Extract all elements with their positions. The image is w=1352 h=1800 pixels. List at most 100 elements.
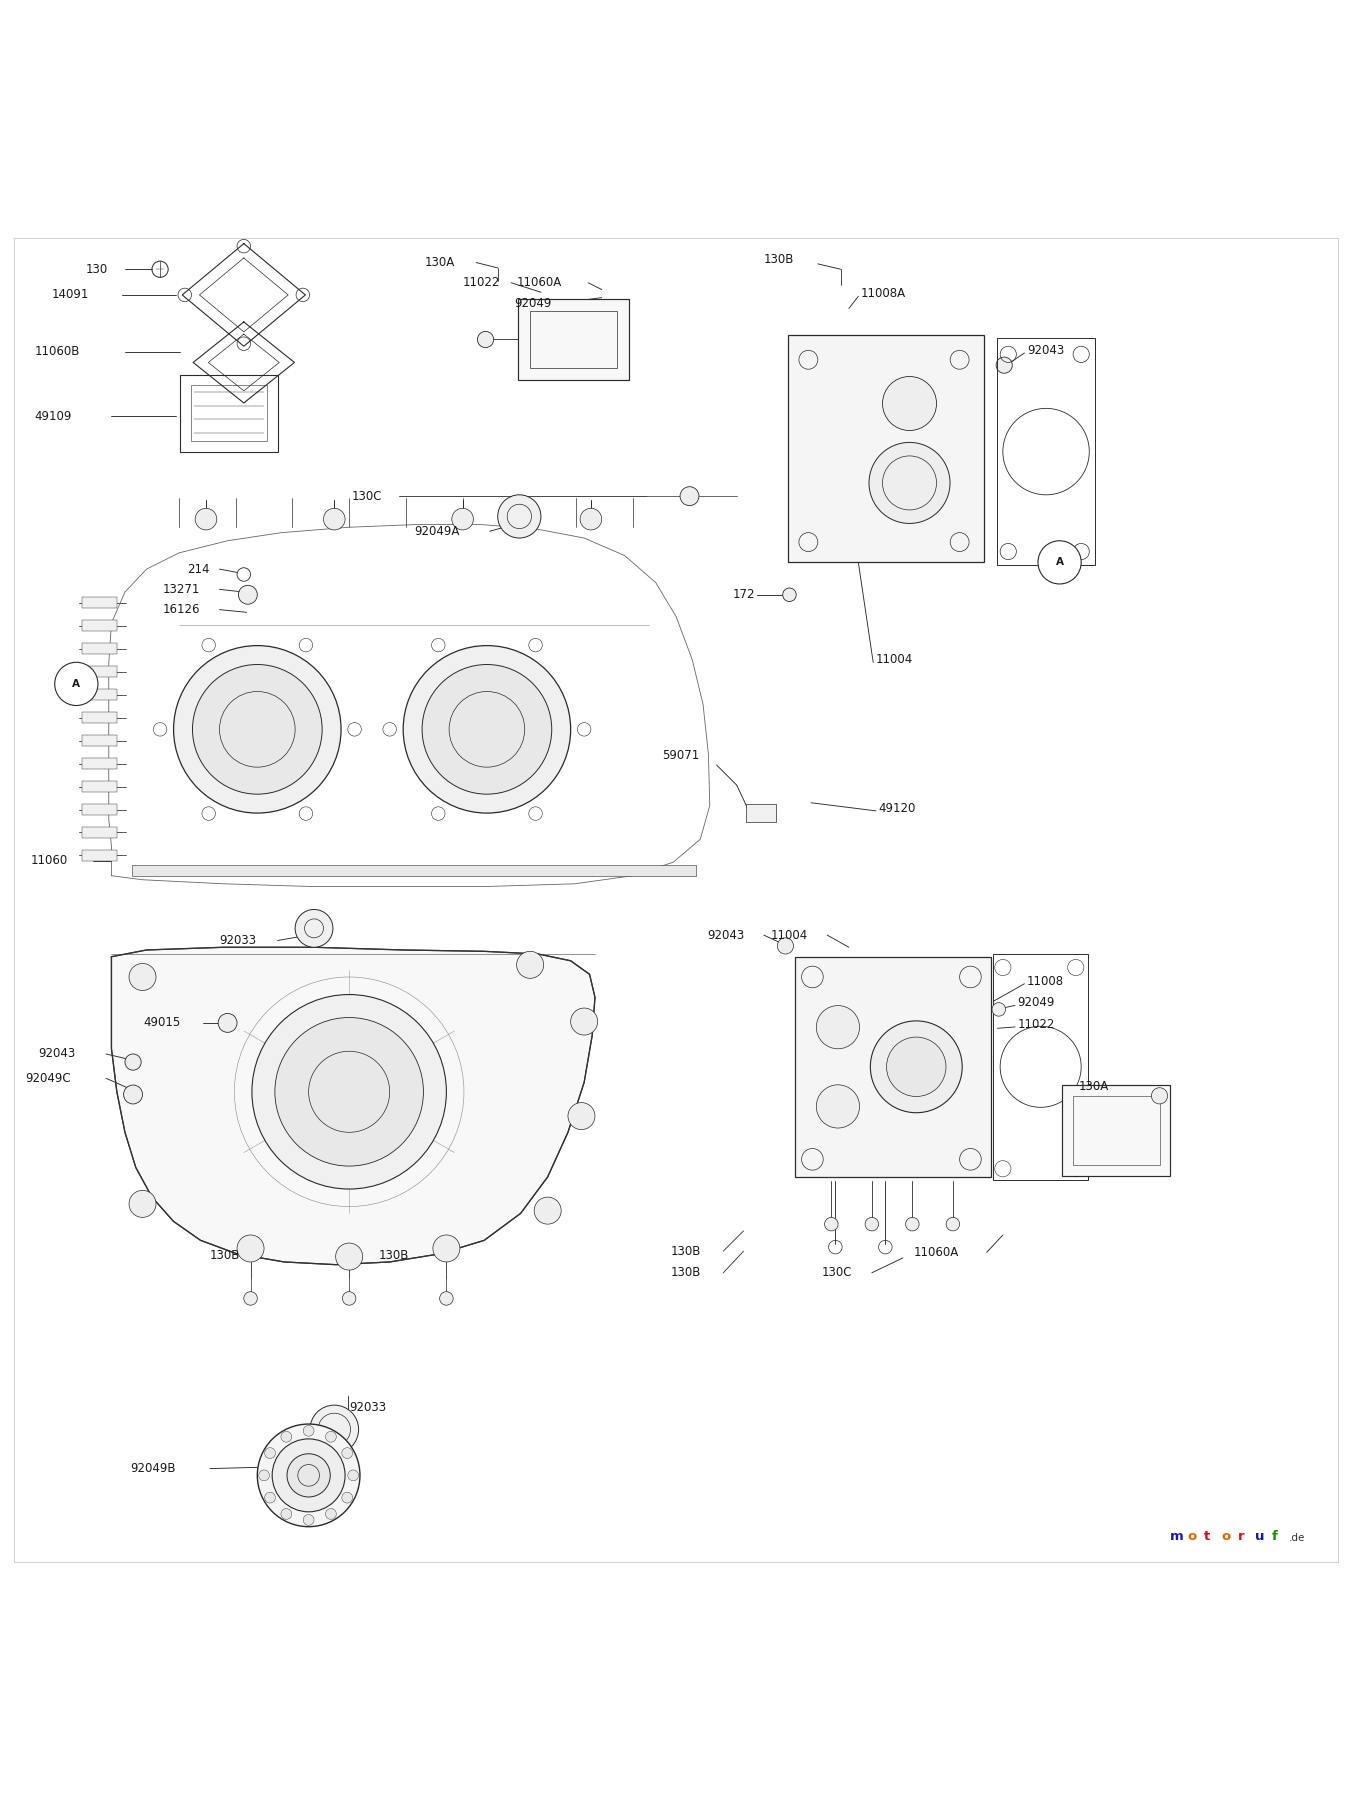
Circle shape: [992, 1003, 1006, 1017]
Circle shape: [128, 1190, 155, 1217]
Circle shape: [516, 952, 544, 979]
Text: A: A: [1056, 558, 1064, 567]
Circle shape: [869, 443, 950, 524]
Circle shape: [326, 1431, 337, 1442]
Text: 11008A: 11008A: [861, 286, 906, 301]
Circle shape: [237, 1235, 264, 1262]
Text: t: t: [1205, 1530, 1210, 1543]
Circle shape: [342, 1447, 353, 1458]
Circle shape: [173, 646, 341, 814]
Circle shape: [871, 1021, 963, 1112]
Circle shape: [883, 376, 937, 430]
Text: 92043: 92043: [1028, 344, 1064, 356]
Circle shape: [237, 567, 250, 581]
Circle shape: [477, 331, 493, 347]
Bar: [191, 385, 266, 441]
Text: o: o: [1187, 1530, 1197, 1543]
Text: 214: 214: [187, 563, 210, 576]
Circle shape: [251, 995, 446, 1190]
Bar: [180, 374, 277, 452]
Circle shape: [123, 1085, 142, 1103]
Circle shape: [347, 1471, 358, 1481]
Text: 92033: 92033: [349, 1402, 387, 1415]
Circle shape: [310, 1406, 358, 1454]
Circle shape: [783, 589, 796, 601]
Circle shape: [906, 1217, 919, 1231]
Circle shape: [1152, 1087, 1168, 1103]
Text: 130A: 130A: [425, 256, 456, 268]
Text: 92049C: 92049C: [24, 1071, 70, 1085]
Text: 130C: 130C: [352, 490, 383, 502]
Circle shape: [295, 909, 333, 947]
Text: 14091: 14091: [51, 288, 89, 301]
Circle shape: [498, 495, 541, 538]
Circle shape: [303, 1426, 314, 1436]
Text: .de: .de: [1288, 1534, 1305, 1543]
Bar: [81, 805, 116, 815]
Circle shape: [323, 508, 345, 529]
Text: 92049: 92049: [514, 297, 552, 310]
Circle shape: [54, 662, 97, 706]
Text: 11060A: 11060A: [914, 1246, 959, 1258]
Bar: [746, 805, 776, 821]
Text: 130B: 130B: [671, 1244, 700, 1258]
Circle shape: [218, 1013, 237, 1033]
Bar: [81, 621, 116, 632]
Bar: [788, 335, 984, 562]
Text: 11060B: 11060B: [34, 346, 80, 358]
Circle shape: [274, 1017, 423, 1166]
Bar: [998, 338, 1095, 565]
Text: 49120: 49120: [879, 801, 915, 815]
Text: f: f: [1272, 1530, 1278, 1543]
Circle shape: [335, 1244, 362, 1271]
Circle shape: [258, 1471, 269, 1481]
Text: 130A: 130A: [1079, 1080, 1109, 1093]
Bar: [81, 598, 116, 608]
Circle shape: [680, 486, 699, 506]
Text: 59071: 59071: [662, 749, 700, 761]
Bar: [994, 954, 1088, 1179]
Text: 13271: 13271: [162, 583, 200, 596]
Circle shape: [195, 508, 216, 529]
Circle shape: [865, 1217, 879, 1231]
Circle shape: [281, 1431, 292, 1442]
Circle shape: [192, 664, 322, 794]
Text: 92043: 92043: [38, 1048, 76, 1060]
Circle shape: [128, 963, 155, 990]
Text: 11008: 11008: [1028, 974, 1064, 988]
Polygon shape: [111, 947, 595, 1265]
Text: A: A: [72, 679, 80, 689]
Bar: [530, 311, 617, 367]
Text: 16126: 16126: [162, 603, 200, 616]
Circle shape: [257, 1424, 360, 1526]
Circle shape: [403, 646, 571, 814]
Circle shape: [946, 1217, 960, 1231]
Text: 130B: 130B: [379, 1249, 410, 1262]
Bar: [81, 689, 116, 700]
Text: 130B: 130B: [210, 1249, 241, 1262]
Text: 92049: 92049: [1018, 995, 1055, 1010]
Circle shape: [1038, 540, 1082, 583]
Text: 11060: 11060: [30, 855, 68, 868]
Text: 11022: 11022: [462, 275, 500, 290]
Bar: [81, 643, 116, 653]
Text: 92049B: 92049B: [130, 1462, 176, 1476]
Bar: [81, 666, 116, 677]
Circle shape: [265, 1492, 276, 1503]
Text: 11004: 11004: [876, 653, 913, 666]
Text: r: r: [1238, 1530, 1244, 1543]
Circle shape: [287, 1454, 330, 1498]
Circle shape: [326, 1508, 337, 1519]
Text: 11004: 11004: [771, 929, 807, 941]
Circle shape: [887, 1037, 946, 1096]
Circle shape: [238, 585, 257, 605]
Bar: [81, 850, 116, 860]
Text: 130B: 130B: [764, 254, 794, 266]
Circle shape: [817, 1085, 860, 1129]
Circle shape: [303, 1514, 314, 1525]
Text: 11060A: 11060A: [516, 275, 562, 290]
Text: 92049A: 92049A: [414, 526, 460, 538]
Text: o: o: [1221, 1530, 1230, 1543]
Circle shape: [996, 356, 1013, 373]
Text: 49015: 49015: [143, 1017, 181, 1030]
